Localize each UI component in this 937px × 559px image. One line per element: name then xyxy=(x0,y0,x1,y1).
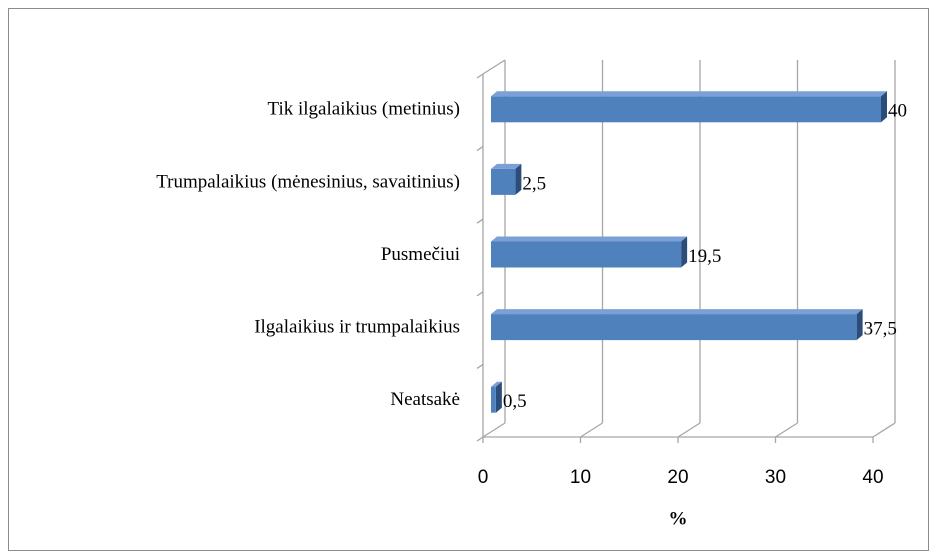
x-tick-label: 10 xyxy=(570,467,591,488)
bar-side xyxy=(495,381,502,413)
bar xyxy=(491,314,857,341)
grid-line xyxy=(482,422,506,438)
y-tick xyxy=(476,73,484,79)
value-label: 2,5 xyxy=(522,173,546,194)
bar xyxy=(491,96,881,123)
value-label: 37,5 xyxy=(864,318,897,339)
bar xyxy=(491,168,516,195)
bar-top xyxy=(491,236,688,242)
y-tick-label: Neatsakė xyxy=(390,389,460,410)
grid-line xyxy=(677,422,701,438)
bar xyxy=(491,386,496,413)
y-tick-label: Pusmečiui xyxy=(381,244,460,265)
x-tick-label: 20 xyxy=(667,467,688,488)
bar xyxy=(491,241,682,268)
y-tick xyxy=(476,218,484,224)
y-tick-label: Ilgalaikius ir trumpalaikius xyxy=(254,316,460,337)
value-label: 40 xyxy=(888,101,907,122)
bar-top xyxy=(491,381,502,387)
y-tick xyxy=(476,291,484,297)
bar-side xyxy=(515,163,522,195)
grid-line xyxy=(872,422,896,438)
y-tick xyxy=(476,363,484,369)
bar-side xyxy=(881,91,887,123)
y-tick-label: Trumpalaikius (mėnesinius, savaitinius) xyxy=(156,171,460,192)
y-tick xyxy=(476,146,484,152)
value-label: 19,5 xyxy=(688,246,721,267)
x-axis-label: % xyxy=(669,508,688,529)
y-tick xyxy=(476,436,484,442)
bar-side xyxy=(681,236,688,268)
bar-top xyxy=(491,309,863,315)
chart-frame xyxy=(8,8,929,551)
wall-top xyxy=(482,59,506,75)
value-label: 0,5 xyxy=(503,391,527,412)
bar-top xyxy=(491,163,522,169)
x-tick-label: 0 xyxy=(478,467,489,488)
bar-side xyxy=(856,309,863,341)
x-tick-label: 30 xyxy=(765,467,786,488)
grid-line xyxy=(580,422,603,438)
bar-top xyxy=(491,91,887,97)
x-tick-label: 40 xyxy=(862,467,883,488)
grid-line xyxy=(775,422,798,438)
y-tick-label: Tik ilgalaikius (metinius) xyxy=(268,99,460,120)
